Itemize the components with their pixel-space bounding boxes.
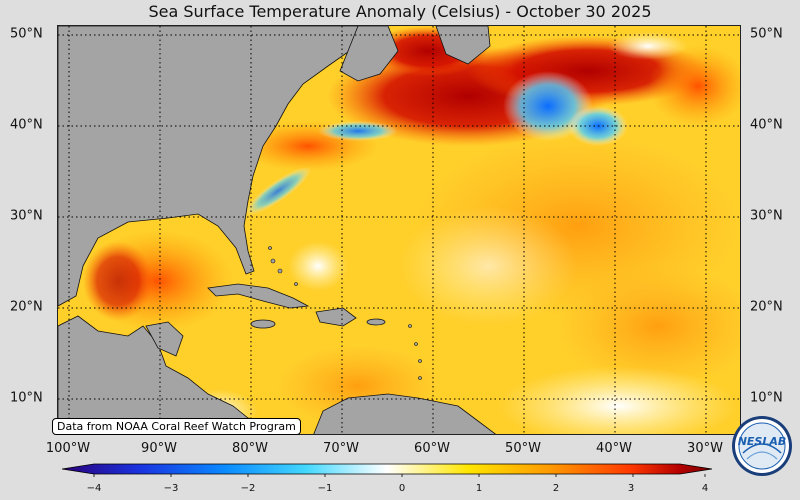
lon-label-40w: 40°W — [596, 441, 632, 456]
cuba-land — [207, 283, 310, 309]
colorbar-tick-m1: −1 — [317, 483, 333, 494]
lon-label-30w: 30°W — [687, 441, 723, 456]
map-title: Sea Surface Temperature Anomaly (Celsius… — [148, 2, 652, 21]
neslab-logo: NESLAB — [732, 416, 792, 476]
sst-map-canvas — [58, 26, 740, 434]
colorbar-tick-m3: −3 — [163, 483, 179, 494]
lon-label-100w: 100°W — [45, 441, 91, 456]
lon-label-80w: 80°W — [232, 441, 268, 456]
colorbar-tick-3: 3 — [627, 483, 635, 494]
lat-label-right-50: 50°N — [750, 26, 783, 42]
colorbar-tick-1: 1 — [475, 483, 483, 494]
lon-label-90w: 90°W — [141, 441, 177, 456]
lon-label-70w: 70°W — [323, 441, 359, 456]
colorbar-tick-0: 0 — [398, 483, 406, 494]
graticule — [58, 26, 740, 434]
lat-label-right-10: 10°N — [750, 390, 783, 406]
colorbar-tick-4: 4 — [701, 483, 709, 494]
colorbar-tick-m2: −2 — [240, 483, 256, 494]
lat-label-right-40: 40°N — [750, 117, 783, 133]
lat-label-left-30: 30°N — [10, 208, 43, 224]
lon-label-60w: 60°W — [414, 441, 450, 456]
colorbar-tick-2: 2 — [552, 483, 560, 494]
lat-label-left-10: 10°N — [10, 390, 43, 406]
logo-text: NESLAB — [738, 435, 787, 448]
south-america-land — [313, 393, 496, 434]
colorbar — [62, 463, 712, 477]
lat-label-left-20: 20°N — [10, 299, 43, 315]
lat-label-left-50: 50°N — [10, 26, 43, 42]
colorbar-tick-m4: −4 — [86, 483, 102, 494]
sst-map — [57, 25, 741, 435]
lat-label-left-40: 40°N — [10, 117, 43, 133]
lat-label-right-30: 30°N — [750, 208, 783, 224]
lon-label-50w: 50°W — [505, 441, 541, 456]
data-credit: Data from NOAA Coral Reef Watch Program — [52, 418, 301, 435]
lat-label-right-20: 20°N — [750, 299, 783, 315]
